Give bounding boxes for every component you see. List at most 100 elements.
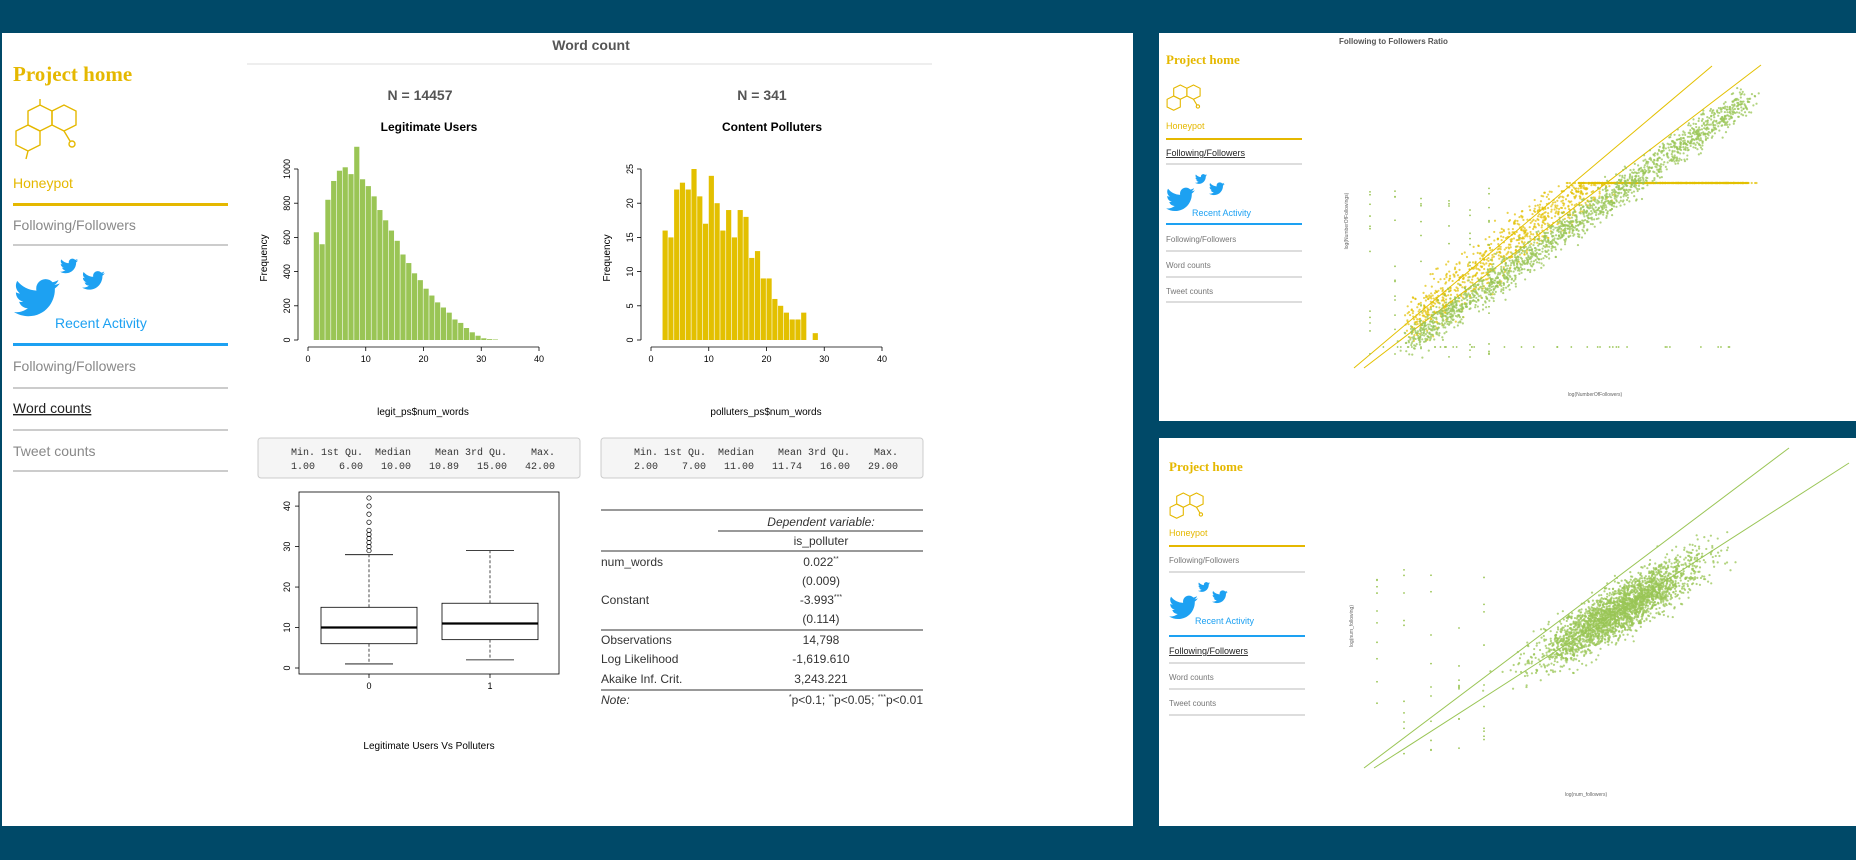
scatter-point <box>1580 236 1584 239</box>
scatter-point <box>1494 290 1497 294</box>
scatter-point <box>1666 564 1670 567</box>
project-home-link[interactable]: Project home <box>13 62 132 86</box>
scatter-point <box>1725 108 1729 111</box>
twitter-bird-icon <box>14 279 60 317</box>
stat-value: -1,619.610 <box>792 652 850 666</box>
molecule-icon <box>1166 84 1201 111</box>
scatter-point <box>1553 208 1556 211</box>
scatter-point <box>1472 299 1475 302</box>
scatter-point <box>1532 238 1535 241</box>
scatter-point <box>1575 189 1578 193</box>
scatter-point <box>1464 297 1467 300</box>
scatter-point <box>1520 210 1523 213</box>
scatter-point <box>1620 622 1623 625</box>
sidebar-item-tweet-counts[interactable]: Tweet counts <box>1169 699 1216 708</box>
scatter-point <box>1469 294 1471 296</box>
recent-activity-label[interactable]: Recent Activity <box>1195 616 1255 626</box>
scatter-point <box>1508 259 1511 262</box>
scatter-point <box>1457 313 1460 317</box>
twitter-bird-icon <box>82 271 105 290</box>
scatter-point <box>1446 320 1449 323</box>
scatter-point <box>1636 189 1639 193</box>
scatter-point <box>1703 127 1706 130</box>
sidebar-item-following-followers-2[interactable]: Following/Followers <box>1169 646 1249 656</box>
scatter-point <box>1528 218 1532 221</box>
scatter-point <box>1488 343 1490 345</box>
scatter-point <box>1684 133 1687 136</box>
scatter-point <box>1732 122 1735 125</box>
scatter-point <box>1484 301 1487 304</box>
scatter-point <box>1522 225 1525 229</box>
scatter-point <box>1623 176 1626 180</box>
scatter-point <box>1598 192 1601 195</box>
scatter-point <box>1694 122 1698 126</box>
scatter-point <box>1570 224 1574 227</box>
scatter-point <box>1732 92 1735 95</box>
scatter-point <box>1529 237 1532 240</box>
honeypot-label[interactable]: Honeypot <box>13 175 73 191</box>
scatter-point <box>1529 230 1532 234</box>
scatter-point <box>1600 593 1603 597</box>
scatter-point <box>1508 269 1511 273</box>
scatter-point <box>1586 612 1589 615</box>
scatter-point <box>1521 249 1524 252</box>
scatter-point <box>1414 316 1417 319</box>
recent-activity-label[interactable]: Recent Activity <box>1192 208 1252 218</box>
scatter-point <box>1471 292 1474 295</box>
scatter-point <box>1470 266 1474 269</box>
histogram-bar <box>325 199 331 340</box>
scatter-point <box>1477 299 1480 302</box>
scatter-point <box>1503 248 1506 251</box>
scatter-point <box>1704 137 1708 141</box>
sidebar-item-following-followers-1[interactable]: Following/Followers <box>13 217 136 233</box>
scatter-point <box>1664 575 1667 578</box>
sidebar-item-tweet-counts[interactable]: Tweet counts <box>13 443 96 459</box>
scatter-point <box>1532 233 1535 236</box>
scatter-point <box>1659 165 1663 168</box>
project-home-link[interactable]: Project home <box>1169 459 1243 474</box>
sidebar-item-following-followers-1[interactable]: Following/Followers <box>1166 148 1246 158</box>
scatter-point <box>1466 298 1469 302</box>
molecule-icon <box>15 99 77 160</box>
scatter-point <box>1701 148 1704 151</box>
scatter-point <box>1721 124 1724 127</box>
scatter-point <box>1550 662 1553 665</box>
sidebar-item-following-followers-2[interactable]: Following/Followers <box>1166 235 1236 244</box>
scatter-point <box>1510 281 1513 285</box>
scatter-point <box>1605 206 1608 209</box>
scatter-point <box>1485 306 1488 309</box>
scatter-point <box>1541 235 1544 238</box>
scatter-point <box>1504 298 1507 301</box>
scatter-point <box>1591 181 1595 185</box>
scatter-point <box>1497 254 1500 257</box>
sidebar-item-word-counts[interactable]: Word counts <box>1169 673 1214 682</box>
honeypot-label[interactable]: Honeypot <box>1166 121 1205 131</box>
scatter-point <box>1427 335 1430 339</box>
sidebar-item-word-counts[interactable]: Word counts <box>13 400 91 416</box>
honeypot-label[interactable]: Honeypot <box>1169 528 1208 538</box>
scatter-point <box>1572 226 1575 229</box>
scatter-point <box>1648 149 1652 152</box>
scatter-point <box>1708 116 1711 120</box>
scatter-point <box>1409 338 1412 341</box>
scatter-point <box>1506 276 1509 279</box>
sidebar-item-following-followers-1[interactable]: Following/Followers <box>1169 556 1239 565</box>
scatter-point <box>1596 618 1599 621</box>
scatter-point <box>1646 181 1649 185</box>
scatter-point <box>1403 331 1406 334</box>
project-home-link[interactable]: Project home <box>1166 52 1240 67</box>
sidebar-item-word-counts[interactable]: Word counts <box>1166 261 1211 270</box>
scatter-point <box>1540 258 1543 261</box>
scatter-point <box>1739 88 1742 91</box>
scatter-point <box>1461 273 1465 277</box>
sidebar-item-following-followers-2[interactable]: Following/Followers <box>13 358 136 374</box>
scatter-point <box>1652 153 1655 156</box>
scatter-point <box>1577 229 1580 232</box>
dependent-variable-label: Dependent variable: <box>767 515 874 529</box>
scatter-point <box>1575 221 1578 224</box>
sidebar-item-tweet-counts[interactable]: Tweet counts <box>1166 287 1213 296</box>
scatter-point <box>1725 121 1728 125</box>
scatter-point <box>1651 179 1654 183</box>
scatter-point <box>1537 244 1540 247</box>
recent-activity-label[interactable]: Recent Activity <box>55 315 147 331</box>
